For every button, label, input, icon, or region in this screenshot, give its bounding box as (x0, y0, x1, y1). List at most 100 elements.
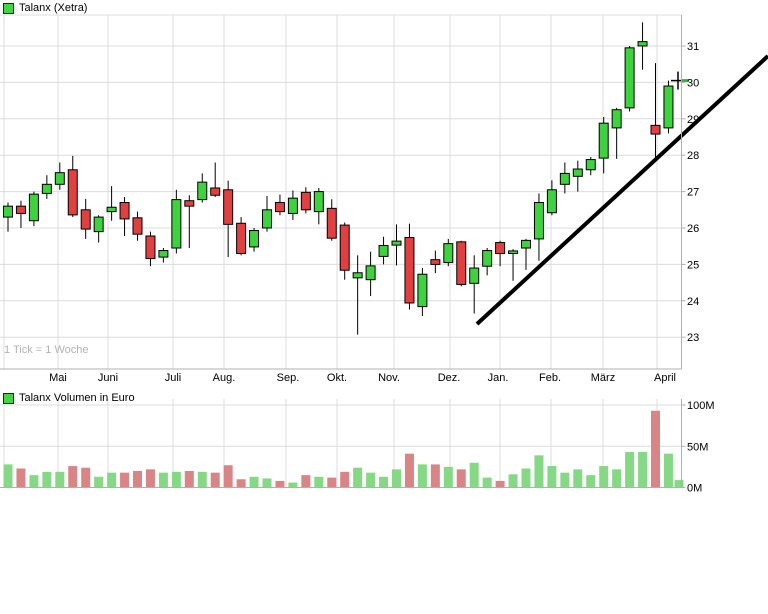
candle-body-down (67, 169, 78, 216)
candle-body-up (41, 183, 52, 194)
volume-bar (625, 452, 635, 488)
volume-bar (262, 478, 272, 488)
volume-chart-title: Talanx Volumen in Euro (19, 392, 135, 404)
volume-bar (158, 472, 168, 488)
candle-body-down (495, 242, 506, 254)
month-label: Dez. (438, 372, 461, 384)
volume-bar (417, 464, 427, 488)
candle-body-up (585, 159, 596, 171)
candle-body-down (274, 202, 285, 213)
volume-bar (120, 472, 130, 488)
volume-bar (340, 471, 350, 488)
volume-bar (430, 464, 440, 488)
month-label: Okt. (327, 372, 347, 384)
volume-bar (469, 462, 479, 488)
candle-body-up (533, 202, 544, 240)
month-label: April (654, 372, 676, 384)
candle-body-up (158, 250, 169, 258)
volume-bar (171, 471, 181, 488)
candle-body-down (210, 187, 221, 196)
candle-body-up (546, 189, 557, 214)
volume-bar (547, 466, 557, 488)
price-axis-label: 26 (687, 223, 699, 235)
candle-body-down (300, 191, 311, 211)
candle-body-up (391, 240, 402, 246)
price-axis-label: 27 (687, 187, 699, 199)
volume-bar (275, 480, 285, 488)
candle-body-up (93, 216, 104, 233)
volume-bar (586, 475, 596, 488)
candle-body-down (132, 217, 143, 235)
volume-bar (599, 466, 609, 488)
candle-body-down (339, 224, 350, 271)
candle-body-down (650, 124, 661, 135)
candle-body-up (663, 85, 674, 129)
volume-bar (521, 468, 531, 488)
candle-body-up (352, 272, 363, 279)
price-axis-label: 30 (687, 77, 699, 89)
volume-bar (288, 482, 298, 488)
candle-body-down (456, 241, 467, 285)
month-label: Juni (98, 372, 118, 384)
month-label: Mai (49, 372, 67, 384)
volume-bar (81, 467, 91, 488)
volume-bar (495, 480, 505, 488)
price-axis-label: 25 (687, 259, 699, 271)
volume-axis-label: 100M (687, 400, 715, 412)
volume-bar (133, 471, 142, 488)
volume-bar (197, 471, 207, 488)
volume-bar (184, 471, 194, 488)
green-square-icon (3, 2, 14, 14)
volume-bar (223, 465, 233, 488)
candle-body-up (521, 239, 531, 249)
price-axis-label: 23 (687, 332, 699, 344)
volume-bar (353, 467, 363, 488)
candle-body-up (28, 193, 39, 222)
volume-bar (534, 455, 544, 488)
candle-body-up (637, 41, 648, 47)
volume-bar (404, 453, 414, 488)
candle-body-up (611, 109, 622, 129)
candle-body-up (287, 197, 298, 214)
volume-bar (612, 469, 622, 488)
volume-axis-label: 0M (687, 483, 702, 495)
volume-bar (482, 477, 492, 488)
candle-body-down (119, 202, 130, 220)
candle-body-down (80, 209, 91, 230)
candle-body-up (559, 172, 570, 185)
candle-body-up (365, 265, 376, 281)
volume-bar (55, 471, 65, 488)
month-label: Feb. (539, 372, 561, 384)
candle-body-down (145, 235, 156, 260)
candle-body-up (171, 199, 182, 249)
candle-body-up (598, 122, 609, 159)
volume-bar (508, 474, 518, 488)
volume-bar (42, 471, 52, 488)
volume-bar (3, 464, 13, 488)
trendline (475, 54, 768, 326)
candle-body-down (326, 207, 337, 239)
candle-body-up (624, 47, 635, 109)
green-square-icon (3, 392, 14, 404)
candle-body-up (417, 273, 428, 308)
candle-body-up (508, 250, 519, 254)
candle-body-down (404, 236, 415, 304)
volume-bar (443, 466, 453, 488)
volume-bar (573, 469, 583, 488)
volume-bar (456, 469, 466, 488)
candle-body-up (572, 168, 583, 177)
tick-interval-note: 1 Tick = 1 Woche (4, 344, 89, 356)
candle-body-up (3, 205, 13, 218)
volume-bar (16, 468, 26, 488)
candle-body-up (106, 206, 117, 213)
month-label: Jan. (488, 372, 509, 384)
month-label: Aug. (213, 372, 236, 384)
candle-body-down (430, 259, 441, 265)
candle-body-up (378, 244, 389, 257)
candle-body-down (236, 222, 247, 254)
volume-bar (560, 472, 570, 488)
volume-bar-current-week (674, 480, 684, 488)
volume-bar (327, 477, 337, 488)
